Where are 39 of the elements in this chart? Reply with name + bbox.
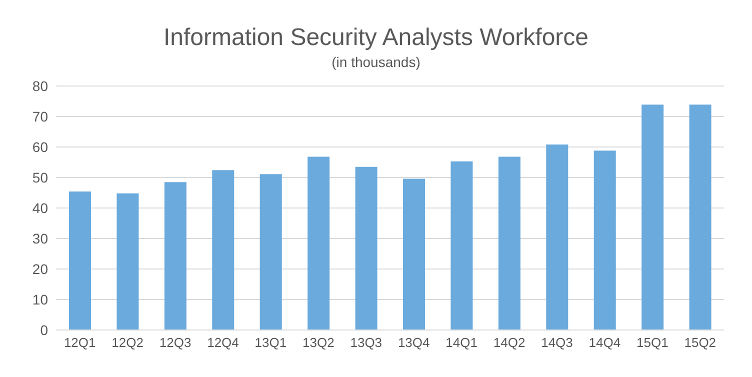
- x-tick-label: 15Q2: [684, 335, 716, 350]
- x-tick-label: 15Q1: [636, 335, 668, 350]
- y-tick-label: 60: [32, 138, 48, 155]
- y-tick-label: 30: [32, 230, 48, 246]
- x-tick-label: 13Q3: [350, 335, 382, 350]
- chart-subtitle: (in thousands): [330, 54, 422, 70]
- bar: [450, 161, 473, 330]
- bar: [69, 192, 91, 330]
- x-tick-label: 14Q2: [493, 335, 526, 350]
- y-tick-label: 80: [32, 78, 48, 94]
- x-tick-label: 14Q4: [588, 335, 621, 350]
- x-tick-label: 12Q1: [64, 335, 96, 350]
- y-tick-label: 70: [32, 108, 48, 124]
- bar: [308, 156, 330, 330]
- x-tick-label: 13Q1: [254, 335, 287, 350]
- x-tick-label: 12Q4: [207, 335, 239, 350]
- bar: [164, 182, 186, 330]
- y-tick-label: 40: [32, 200, 48, 216]
- y-tick-label: 20: [32, 260, 48, 277]
- x-tick-label: 13Q2: [302, 335, 334, 350]
- bar: [594, 150, 616, 330]
- x-tick-label: 14Q3: [541, 335, 573, 350]
- bar: [546, 144, 568, 330]
- chart-title: Information Security Analysts Workforce: [162, 23, 590, 52]
- x-tick-label: 12Q2: [112, 335, 144, 350]
- bar: [260, 174, 282, 330]
- bar: [212, 170, 234, 330]
- y-tick-label: 50: [32, 169, 48, 186]
- x-tick-label: 14Q1: [446, 335, 478, 350]
- y-tick-label: 0: [40, 322, 48, 338]
- y-tick-label: 10: [32, 291, 48, 308]
- bar: [355, 166, 378, 330]
- bar: [116, 193, 139, 330]
- bar: [642, 104, 664, 330]
- bar: [689, 104, 712, 330]
- x-tick-label: 13Q4: [398, 335, 430, 350]
- x-tick-label: 12Q3: [159, 335, 192, 350]
- bar: [403, 178, 425, 330]
- bar: [498, 156, 520, 330]
